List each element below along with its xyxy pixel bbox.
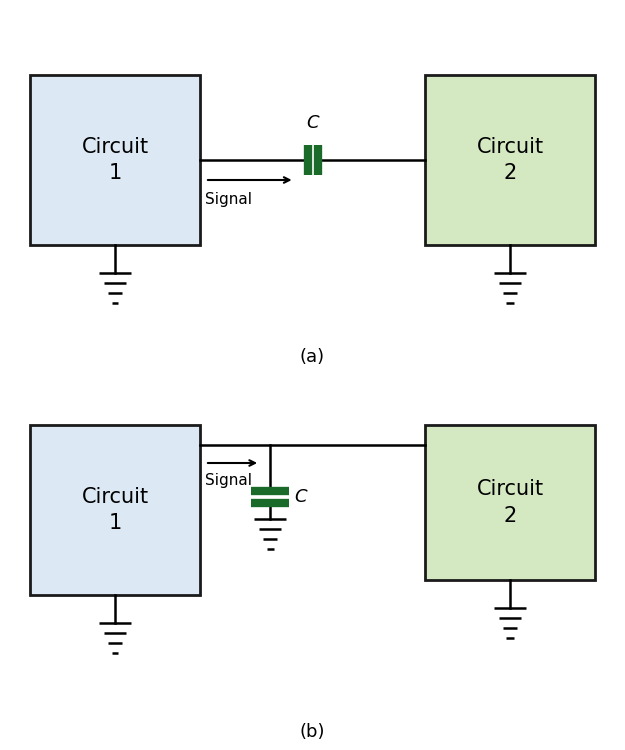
Text: (a): (a) bbox=[300, 348, 325, 366]
Text: Circuit
2: Circuit 2 bbox=[476, 136, 544, 183]
Text: Signal: Signal bbox=[205, 473, 252, 488]
Bar bbox=[425, 425, 595, 580]
Bar bbox=[425, 75, 595, 245]
Text: Circuit
1: Circuit 1 bbox=[81, 136, 149, 183]
Text: Signal: Signal bbox=[205, 192, 252, 207]
Bar bbox=[30, 425, 200, 595]
Bar bbox=[30, 75, 200, 245]
Text: (b): (b) bbox=[300, 723, 325, 741]
Text: C: C bbox=[306, 114, 319, 132]
Text: Circuit
2: Circuit 2 bbox=[476, 479, 544, 526]
Text: C: C bbox=[294, 488, 307, 506]
Text: Circuit
1: Circuit 1 bbox=[81, 487, 149, 533]
